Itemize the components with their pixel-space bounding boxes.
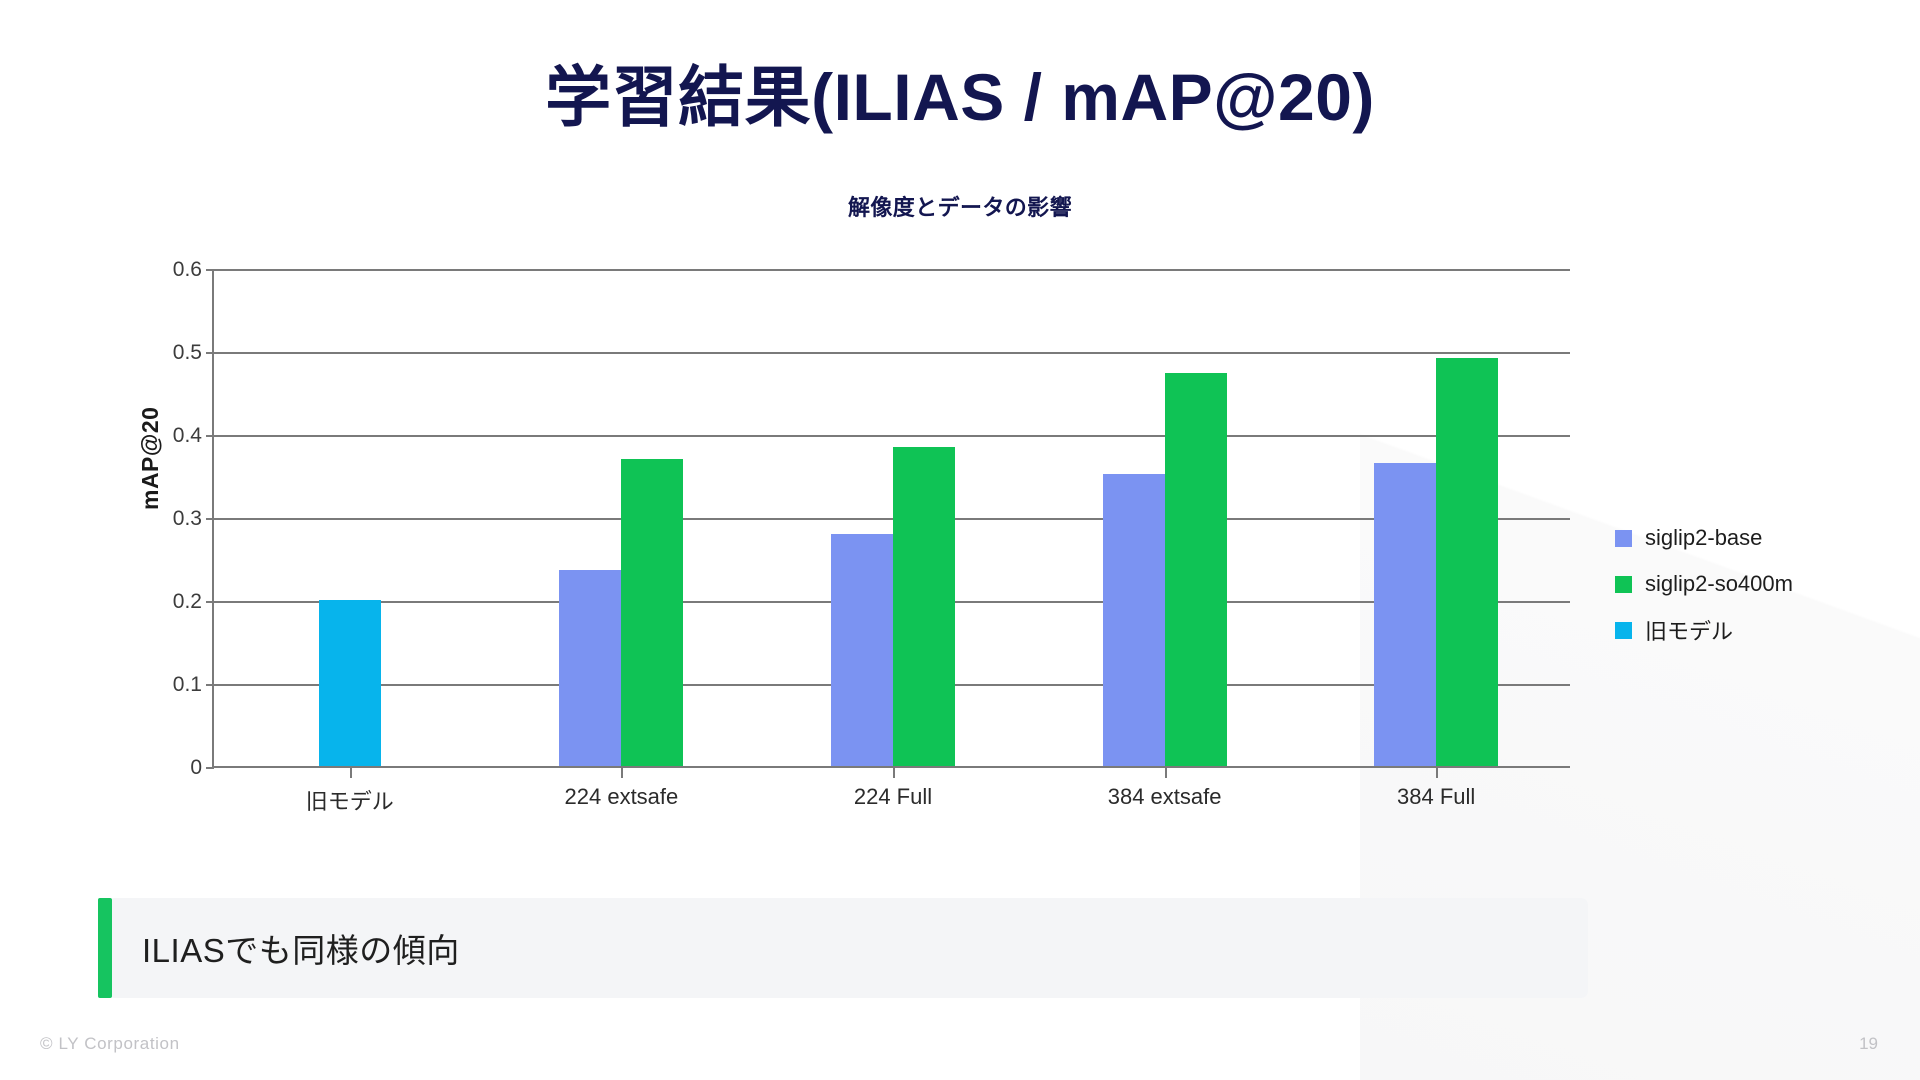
x-axis-tickmark: [349, 768, 352, 778]
bar-group: [757, 268, 1029, 766]
x-axis-tickmark: [621, 768, 624, 778]
y-axis-tick-label: 0.4: [172, 424, 202, 447]
y-axis-tickmark: [206, 435, 214, 437]
x-axis-tick-label: 旧モデル: [305, 789, 394, 814]
callout-accent-bar: [98, 898, 112, 998]
bar: [1164, 372, 1227, 766]
page-subtitle: 解像度とデータの影響: [847, 195, 1072, 220]
bar: [1102, 473, 1165, 766]
legend-swatch-icon: [1615, 575, 1632, 593]
footer-copyright: © LY Corporation: [40, 1034, 180, 1053]
y-axis-tickmark: [206, 767, 214, 769]
x-axis-tick-label: 384 extsafe: [1107, 784, 1222, 809]
x-axis-tickmark: [1436, 768, 1439, 778]
bar: [1374, 463, 1437, 766]
x-axis-tick-label: 224 Full: [853, 784, 933, 809]
y-axis-tick-label: 0.5: [172, 341, 202, 364]
y-axis-tick-labels: 0.6 0.5 0.4 0.3 0.2 0.1 0: [150, 258, 202, 779]
bar-group: [214, 268, 486, 766]
plot-area: 旧モデル 224 extsafe 224 Full 384 extsafe 384 Fu…: [206, 268, 1572, 814]
legend-label: 旧モデル: [1645, 619, 1734, 644]
bar: [621, 458, 684, 766]
legend-item[interactable]: siglip2-so400m: [1615, 561, 1895, 607]
x-axis-tick-label: 224 extsafe: [564, 784, 679, 809]
bar-group: [1029, 268, 1301, 766]
footer-page-number: 19: [1859, 1034, 1878, 1053]
callout-box: ILIASでも同様の傾向: [98, 898, 1588, 998]
legend-swatch-icon: [1615, 529, 1632, 547]
legend-label: siglip2-base: [1645, 525, 1763, 550]
legend-item[interactable]: siglip2-base: [1615, 515, 1895, 561]
bar: [318, 600, 381, 766]
legend-swatch-icon: [1615, 621, 1632, 639]
gridline: [214, 269, 1570, 271]
legend-label: siglip2-so400m: [1645, 571, 1793, 596]
y-axis-tick-label: 0.3: [172, 507, 202, 530]
x-axis-tick-label: 384 Full: [1397, 784, 1476, 809]
y-axis-tickmark: [206, 601, 214, 603]
bar: [892, 447, 955, 766]
chart-legend: siglip2-base siglip2-so400m 旧モデル: [1615, 515, 1895, 653]
y-axis-tick-label: 0.1: [172, 673, 202, 696]
bar-group: [1300, 268, 1572, 766]
bar-chart: mAP@20 0.6 0.5 0.4 0.3 0.2 0.1 0 旧モデル 224 extsa…: [137, 258, 1572, 850]
x-axis-tickmark: [1164, 768, 1167, 778]
bar-group: [486, 268, 758, 766]
y-axis-tickmark: [206, 684, 214, 686]
y-axis-tickmark: [206, 269, 214, 271]
gridline: [214, 352, 1570, 354]
legend-item[interactable]: 旧モデル: [1615, 607, 1895, 653]
y-axis-tick-label: 0: [190, 756, 202, 779]
bar: [1436, 357, 1499, 766]
page-title: 学習結果(ILIAS / mAP@20): [545, 60, 1375, 134]
y-axis-tick-label: 0.6: [172, 258, 202, 281]
gridline: [214, 435, 1570, 437]
callout-text: ILIASでも同様の傾向: [142, 932, 460, 969]
gridline: [214, 518, 1570, 520]
bar: [559, 570, 622, 766]
bar: [830, 533, 893, 766]
y-axis-tick-label: 0.2: [172, 590, 202, 613]
y-axis-tickmark: [206, 518, 214, 520]
y-axis-tickmark: [206, 352, 214, 354]
x-axis-tickmark: [893, 768, 895, 778]
